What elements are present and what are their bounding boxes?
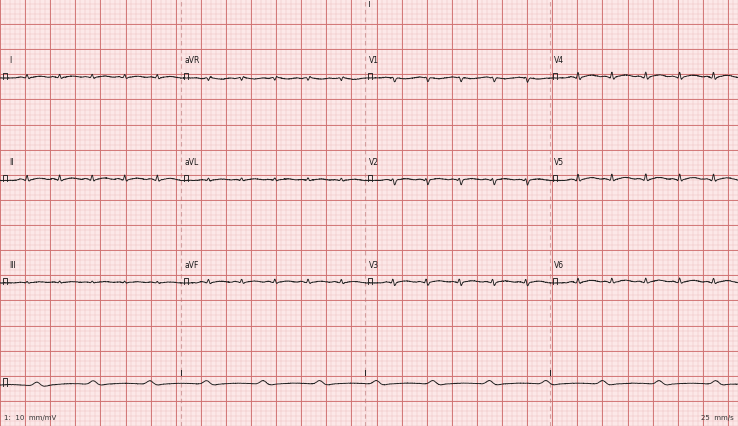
Text: V4: V4 (554, 56, 564, 65)
Text: aVL: aVL (184, 158, 199, 167)
Text: II: II (10, 158, 14, 167)
Text: 1:  10  mm/mV: 1: 10 mm/mV (4, 414, 56, 420)
Text: V6: V6 (554, 260, 564, 269)
Text: I: I (10, 56, 12, 65)
Text: V3: V3 (369, 260, 379, 269)
Text: aVF: aVF (184, 260, 199, 269)
Text: V1: V1 (369, 56, 379, 65)
Text: V5: V5 (554, 158, 564, 167)
Text: aVR: aVR (184, 56, 200, 65)
Text: 25  mm/s: 25 mm/s (701, 414, 734, 420)
Text: V2: V2 (369, 158, 379, 167)
Text: III: III (10, 260, 16, 269)
